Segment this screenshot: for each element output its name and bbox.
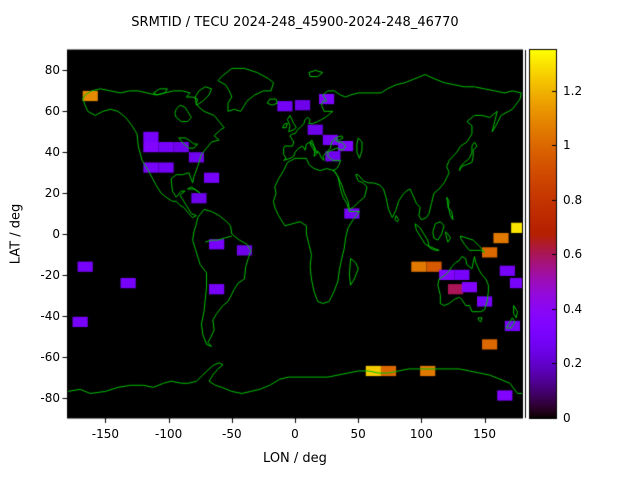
y-tick-label: -20 [40,267,60,282]
colorbar-tick-label: 0.4 [563,301,583,316]
x-tick-label: -150 [91,427,120,441]
y-tick-label: -60 [40,349,60,364]
chart-title: SRMTID / TECU 2024-248_45900-2024-248_46… [131,15,459,30]
y-tick-label: 80 [44,63,60,78]
y-tick-label: -40 [40,308,60,323]
colorbar-tick-label: 0.8 [563,192,583,207]
y-tick-label: 60 [44,104,60,119]
colorbar-tick-label: 0.6 [563,247,583,262]
x-tick-label: 150 [473,427,497,441]
y-tick-label: -80 [40,390,60,405]
x-tick-label: 0 [291,427,299,441]
x-tick-label: 50 [350,427,366,441]
y-tick-label: 40 [44,145,60,160]
colorbar-tick-label: 0.2 [563,356,583,371]
x-tick-label: -100 [154,427,183,441]
x-axis-label: LON / deg [263,451,327,466]
x-tick-label: 100 [409,427,433,441]
colorbar-tick-label: 1.2 [563,83,583,98]
colorbar-tick-label: 0 [563,411,571,425]
x-tick-label: -50 [221,427,242,441]
y-tick-label: 20 [44,186,60,201]
colorbar-tick-label: 1 [563,138,571,153]
y-tick-label: 0 [52,227,60,241]
